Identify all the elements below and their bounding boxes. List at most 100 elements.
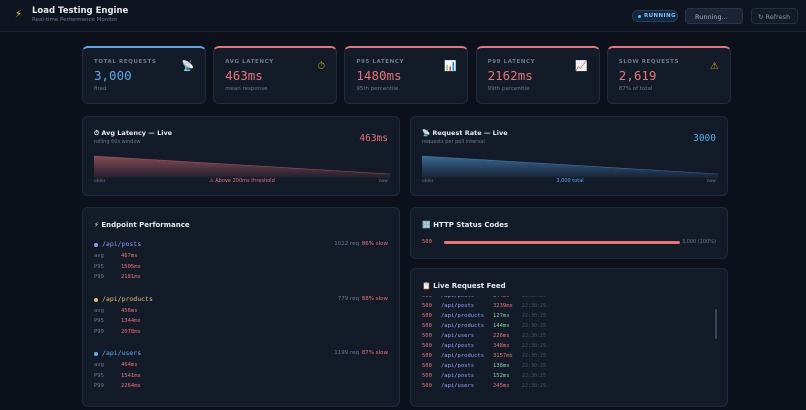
feed-path: /api/posts	[441, 303, 475, 309]
feed-path: /api/posts	[441, 296, 475, 299]
feed-status: 500	[422, 296, 432, 299]
stat-card: SLOW REQUESTS 2,619 87% of total ⚠	[606, 46, 731, 104]
metric-value: 2264ms	[121, 383, 141, 389]
metric-value: 456ms	[121, 307, 138, 314]
feed-status: 500	[422, 303, 432, 309]
sparkline	[94, 155, 390, 178]
stat-card: P95 LATENCY 1480ms 95th percentile 📊	[344, 46, 469, 104]
feed-time: 22:30:25	[522, 296, 547, 299]
feed-status: 500	[422, 333, 432, 339]
panel-footer: 3,000 total	[556, 178, 584, 184]
stat-card: AVG LATENCY 463ms mean response ⏱	[213, 46, 338, 104]
app-subtitle: Real-time Performance Monitor	[32, 17, 118, 23]
metric-value: 1541ms	[121, 372, 141, 379]
feed-path: /api/products	[441, 353, 485, 359]
feed-path: /api/posts	[441, 343, 475, 349]
button-label: Running...	[695, 13, 728, 21]
stat-card: P99 LATENCY 2162ms 99th percentile 📈	[475, 46, 600, 104]
refresh-button[interactable]: ↻ Refresh	[751, 8, 798, 24]
stat-note: fired	[94, 86, 107, 92]
panel-subtitle: rolling 60s window	[94, 139, 141, 145]
stat-note: mean response	[225, 86, 268, 92]
metric-label: P95	[94, 263, 104, 270]
stat-note: 99th percentile	[487, 86, 530, 92]
button-label: ↻ Refresh	[758, 13, 791, 21]
stat-value: 463ms	[225, 68, 263, 83]
feed-time: 22:30:25	[522, 373, 547, 379]
endpoint-panel: ⚡ Endpoint Performance/api/posts 1022 req…	[82, 207, 400, 407]
axis-older: older	[94, 179, 106, 184]
panel-value: 463ms	[359, 133, 388, 144]
stat-value: 3,000	[94, 68, 132, 83]
feed-latency: 344ms	[493, 296, 510, 299]
feed-status: 500	[422, 383, 432, 389]
feed-time: 22:30:25	[522, 313, 547, 319]
feed-status: 500	[422, 373, 432, 379]
feed-status: 500	[422, 313, 432, 319]
feed-latency: 226ms	[493, 333, 510, 339]
stat-note: 87% of total	[618, 86, 653, 92]
stat-value: 2162ms	[487, 68, 533, 83]
feed-status: 500	[422, 353, 432, 359]
endpoint-path: /api/products	[102, 294, 153, 303]
running-button[interactable]: Running...	[685, 8, 743, 24]
feed-latency: 3239ms	[493, 303, 513, 309]
panel-title: 📋 Live Request Feed	[422, 282, 506, 290]
feed-latency: 3157ms	[493, 353, 513, 359]
app-icon: ⚡	[15, 9, 23, 20]
feed-path: /api/posts	[441, 373, 475, 379]
axis-now: now	[378, 179, 388, 184]
feed-time: 22:30:25	[522, 383, 547, 389]
stat-icon: 📈	[575, 61, 588, 72]
status-bar	[444, 241, 680, 244]
panel-footer: ⚠ Above 200ms threshold	[209, 178, 275, 184]
endpoint-requests: 1022 req	[334, 241, 359, 247]
status-count: 3,000 (100%)	[681, 239, 716, 245]
feed-path: /api/products	[441, 323, 485, 329]
axis-older: older	[422, 179, 434, 184]
chart-panel: ⏱ Avg Latency — Live rolling 60s window 46…	[82, 116, 400, 196]
feed-status: 500	[422, 343, 432, 349]
panel-title: 🔢 HTTP Status Codes	[422, 221, 509, 229]
feed-time: 22:30:25	[522, 363, 547, 369]
metric-label: avg	[94, 307, 104, 314]
status-text: RUNNING	[644, 13, 676, 19]
feed-time: 22:30:25	[522, 353, 547, 359]
app-title: Load Testing Engine	[32, 6, 129, 16]
feed-path: /api/users	[441, 383, 475, 389]
feed-latency: 245ms	[493, 383, 510, 389]
status-code: 500	[422, 239, 432, 245]
metric-label: avg	[94, 362, 104, 368]
stat-note: 95th percentile	[356, 86, 399, 92]
panel-title: ⚡ Endpoint Performance	[94, 221, 190, 229]
stat-value: 1480ms	[356, 68, 402, 83]
metric-value: 1505ms	[121, 263, 141, 270]
stat-card: TOTAL REQUESTS 3,000 fired 📡	[82, 46, 206, 104]
feed-latency: 348ms	[493, 343, 510, 349]
endpoint-requests: 779 req	[337, 295, 359, 302]
chart-panel: 📡 Request Rate — Live requests per poll i…	[410, 116, 728, 196]
header: ⚡ Load Testing Engine Real-time Performanc…	[0, 0, 806, 32]
metric-value: 2181ms	[121, 274, 141, 280]
stat-value: 2,619	[618, 68, 657, 83]
metric-label: P95	[94, 372, 104, 379]
endpoint-slow: 86% slow	[361, 241, 388, 247]
panel-title: 📡 Request Rate — Live	[422, 129, 508, 137]
feed-panel: 📋 Live Request Feed 500/api/posts 344ms 22:…	[410, 268, 728, 407]
status-dot	[638, 15, 641, 18]
endpoint-dot	[94, 243, 98, 247]
sparkline	[422, 155, 718, 178]
panel-value: 3000	[693, 133, 716, 144]
panel-subtitle: requests per poll interval	[422, 139, 485, 145]
status-badge: RUNNING	[632, 10, 678, 22]
feed-time: 22:30:25	[522, 333, 547, 339]
endpoint-requests: 1199 req	[334, 350, 359, 356]
feed-path: /api/products	[441, 313, 485, 319]
feed-time: 22:30:25	[522, 343, 547, 349]
metric-label: P99	[94, 274, 104, 280]
stat-label: TOTAL REQUESTS	[94, 59, 157, 65]
panel-title: ⏱ Avg Latency — Live	[94, 129, 173, 137]
endpoint-slow: 88% slow	[361, 295, 388, 302]
metric-value: 1344ms	[121, 318, 141, 324]
